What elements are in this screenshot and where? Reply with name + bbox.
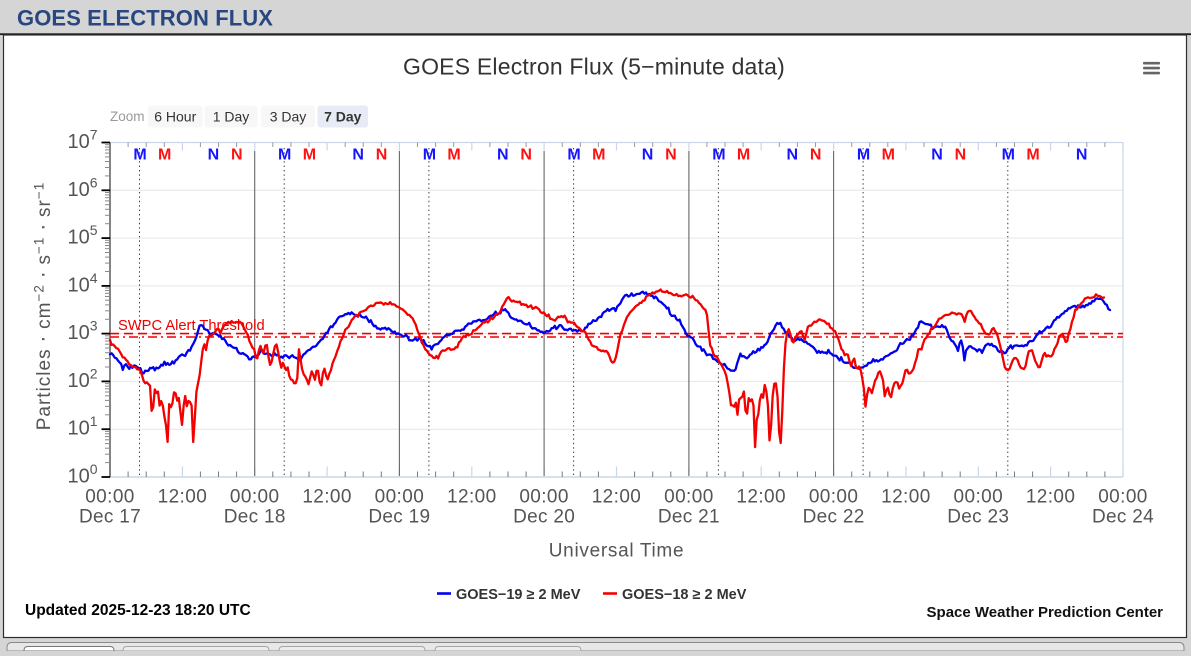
svg-text:6 Hour: 6 Hour <box>154 108 196 124</box>
svg-text:12:00: 12:00 <box>736 487 786 508</box>
svg-text:GOES−18 ≥ 2 MeV: GOES−18 ≥ 2 MeV <box>622 587 747 603</box>
svg-text:GOES Electron Flux (5−minute d: GOES Electron Flux (5−minute data) <box>403 53 785 79</box>
svg-text:Particles ⋅ cm−2 ⋅ s−1 ⋅ sr−1: Particles ⋅ cm−2 ⋅ s−1 ⋅ sr−1 <box>32 182 56 431</box>
svg-text:Space Weather Prediction Cente: Space Weather Prediction Center <box>927 604 1164 621</box>
svg-text:00:00: 00:00 <box>85 487 135 508</box>
svg-text:12:00: 12:00 <box>881 487 931 508</box>
svg-text:Dec 17: Dec 17 <box>79 506 141 527</box>
svg-text:M: M <box>737 147 750 164</box>
svg-text:M: M <box>567 147 580 164</box>
svg-text:N: N <box>931 147 943 164</box>
svg-text:00:00: 00:00 <box>1098 487 1148 508</box>
svg-text:N: N <box>497 147 509 164</box>
svg-text:12:00: 12:00 <box>592 487 642 508</box>
svg-text:Dec 18: Dec 18 <box>224 506 286 527</box>
svg-text:M: M <box>158 147 171 164</box>
svg-text:N: N <box>1076 147 1088 164</box>
svg-text:M: M <box>712 147 725 164</box>
svg-text:Updated 2025-12-23 18:20 UTC: Updated 2025-12-23 18:20 UTC <box>25 602 251 619</box>
svg-text:00:00: 00:00 <box>664 487 714 508</box>
svg-text:Dec 24: Dec 24 <box>1092 506 1154 527</box>
svg-text:M: M <box>447 147 460 164</box>
svg-text:7 Day: 7 Day <box>324 108 362 124</box>
svg-text:12:00: 12:00 <box>447 487 497 508</box>
svg-text:Zoom: Zoom <box>110 109 145 124</box>
svg-text:N: N <box>231 147 243 164</box>
svg-text:M: M <box>303 147 316 164</box>
svg-text:12:00: 12:00 <box>302 487 352 508</box>
svg-text:N: N <box>376 147 388 164</box>
svg-text:Dec 19: Dec 19 <box>368 506 430 527</box>
svg-text:M: M <box>882 147 895 164</box>
svg-text:M: M <box>1002 147 1015 164</box>
svg-text:N: N <box>955 147 967 164</box>
svg-text:101: 101 <box>67 413 97 440</box>
svg-text:00:00: 00:00 <box>230 487 280 508</box>
svg-text:1 Day: 1 Day <box>213 108 250 124</box>
svg-text:Dec 20: Dec 20 <box>513 506 575 527</box>
svg-text:M: M <box>1026 147 1039 164</box>
svg-text:M: M <box>133 147 146 164</box>
svg-text:N: N <box>810 147 822 164</box>
svg-text:N: N <box>352 147 364 164</box>
svg-text:00:00: 00:00 <box>954 487 1004 508</box>
svg-text:M: M <box>592 147 605 164</box>
svg-text:M: M <box>278 147 291 164</box>
svg-text:GOES−19 ≥ 2 MeV: GOES−19 ≥ 2 MeV <box>456 587 581 603</box>
svg-text:12:00: 12:00 <box>158 487 208 508</box>
svg-text:00:00: 00:00 <box>519 487 569 508</box>
svg-text:00:00: 00:00 <box>375 487 425 508</box>
svg-text:Dec 21: Dec 21 <box>658 506 720 527</box>
svg-text:M: M <box>857 147 870 164</box>
svg-text:N: N <box>665 147 677 164</box>
svg-text:N: N <box>642 147 654 164</box>
svg-text:Universal Time: Universal Time <box>549 541 684 562</box>
svg-text:N: N <box>208 147 220 164</box>
svg-text:N: N <box>787 147 799 164</box>
svg-text:N: N <box>520 147 532 164</box>
svg-text:Dec 22: Dec 22 <box>803 506 865 527</box>
svg-text:3 Day: 3 Day <box>270 108 307 124</box>
svg-text:00:00: 00:00 <box>809 487 859 508</box>
svg-text:Dec 23: Dec 23 <box>947 506 1009 527</box>
svg-text:12:00: 12:00 <box>1026 487 1076 508</box>
svg-text:M: M <box>423 147 436 164</box>
svg-text:GOES ELECTRON FLUX: GOES ELECTRON FLUX <box>17 5 273 30</box>
